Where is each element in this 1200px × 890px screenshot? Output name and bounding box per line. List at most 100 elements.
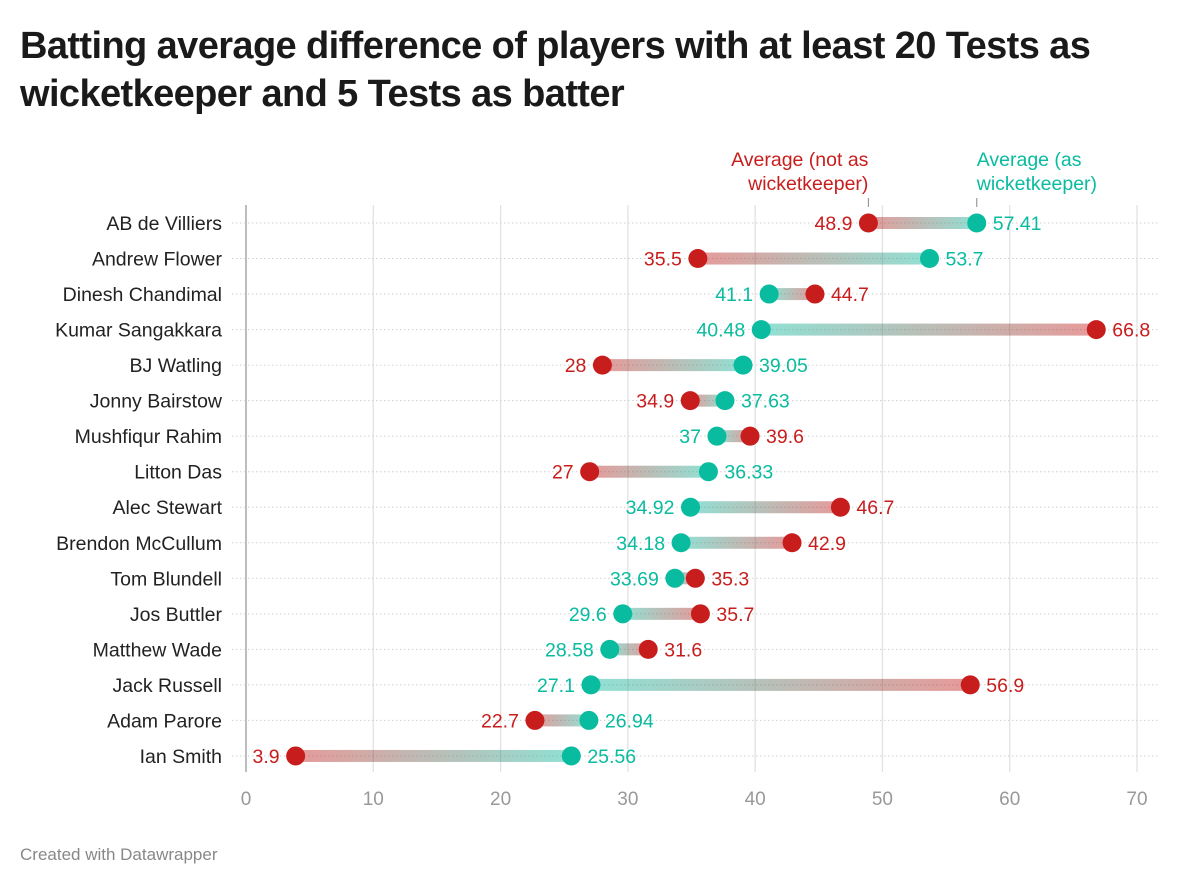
gridlines <box>245 205 1138 772</box>
value-label-wicketkeeper: 29.6 <box>569 604 607 626</box>
legend-annotation-not-wk: wicketkeeper) <box>747 173 868 195</box>
value-label-wicketkeeper: 57.41 <box>993 213 1042 235</box>
dot-not-wicketkeeper <box>805 284 825 304</box>
dot-not-wicketkeeper <box>830 497 850 517</box>
range-bar <box>534 714 589 727</box>
range-bar <box>761 323 1097 336</box>
range-bar <box>609 643 649 656</box>
range-bar <box>602 359 744 372</box>
dots <box>286 213 1106 766</box>
dot-not-wicketkeeper <box>580 462 600 482</box>
value-label-not-wicketkeeper: 44.7 <box>831 284 869 306</box>
category-label: Tom Blundell <box>110 568 222 590</box>
dot-wicketkeeper <box>671 533 691 553</box>
dot-wicketkeeper <box>579 710 599 730</box>
value-label-wicketkeeper: 26.94 <box>605 710 654 732</box>
legend-annotation-not-wk: Average (not as <box>731 149 869 171</box>
dot-not-wicketkeeper <box>690 604 710 624</box>
range-bar <box>697 252 930 265</box>
x-axis-ticks: 0 10 20 30 40 50 60 70 <box>241 789 1148 810</box>
x-tick-label: 50 <box>872 789 893 810</box>
dot-not-wicketkeeper <box>592 355 612 375</box>
value-label-wicketkeeper: 28.58 <box>545 639 594 661</box>
dot-not-wicketkeeper <box>740 426 760 446</box>
footer-credit: Created with Datawrapper <box>20 845 218 864</box>
value-label-not-wicketkeeper: 31.6 <box>664 639 702 661</box>
value-label-not-wicketkeeper: 35.5 <box>644 249 682 271</box>
range-bar <box>868 217 977 229</box>
value-label-wicketkeeper: 25.56 <box>587 746 636 768</box>
dot-wicketkeeper <box>665 568 685 588</box>
value-label-not-wicketkeeper: 66.8 <box>1112 320 1150 342</box>
dot-wicketkeeper <box>698 462 718 482</box>
dot-not-wicketkeeper <box>1086 320 1106 340</box>
value-label-not-wicketkeeper: 39.6 <box>766 426 804 448</box>
dot-wicketkeeper <box>613 604 633 624</box>
labels: AB de Villiers 48.9 57.41 Andrew Flower 35.5… <box>55 213 1150 768</box>
category-label: Dinesh Chandimal <box>63 284 222 306</box>
category-label: Adam Parore <box>107 710 222 732</box>
dot-wicketkeeper <box>759 284 779 304</box>
dot-not-wicketkeeper <box>525 710 545 730</box>
value-label-wicketkeeper: 53.7 <box>946 249 984 271</box>
value-label-wicketkeeper: 36.33 <box>724 462 773 484</box>
value-label-not-wicketkeeper: 42.9 <box>808 533 846 555</box>
value-label-wicketkeeper: 41.1 <box>715 284 753 306</box>
value-label-wicketkeeper: 34.18 <box>616 533 665 555</box>
dot-not-wicketkeeper <box>286 746 306 766</box>
value-label-wicketkeeper: 37 <box>679 426 701 448</box>
category-label: Jack Russell <box>113 675 222 697</box>
category-label: Kumar Sangakkara <box>55 320 222 342</box>
legend-annotation-wk: wicketkeeper) <box>976 173 1097 195</box>
category-label: Ian Smith <box>140 746 222 768</box>
range-bar <box>769 288 815 301</box>
dot-wicketkeeper <box>581 675 601 695</box>
category-label: AB de Villiers <box>106 213 222 235</box>
value-label-wicketkeeper: 33.69 <box>610 568 659 590</box>
range-bar <box>590 678 971 691</box>
category-label: Jos Buttler <box>130 604 223 626</box>
chart-title: Batting average difference of players wi… <box>20 25 1091 115</box>
category-label: Andrew Flower <box>92 249 223 271</box>
x-tick-label: 60 <box>999 789 1020 810</box>
legend-annotation-wk: Average (as <box>977 149 1082 171</box>
category-label: Brendon McCullum <box>56 533 222 555</box>
dot-wicketkeeper <box>707 426 727 446</box>
range-bar <box>622 607 701 620</box>
x-tick-label: 30 <box>617 789 638 810</box>
value-label-wicketkeeper: 34.92 <box>626 497 675 519</box>
dot-wicketkeeper <box>600 639 620 659</box>
x-tick-label: 10 <box>363 789 384 810</box>
value-label-not-wicketkeeper: 28 <box>565 355 587 377</box>
x-tick-label: 40 <box>745 789 766 810</box>
value-label-not-wicketkeeper: 48.9 <box>814 213 852 235</box>
dot-not-wicketkeeper <box>688 249 708 269</box>
dot-not-wicketkeeper <box>685 568 705 588</box>
value-label-wicketkeeper: 40.48 <box>696 320 745 342</box>
category-label: Mushfiqur Rahim <box>75 426 222 448</box>
value-label-not-wicketkeeper: 35.3 <box>711 568 749 590</box>
category-label: Alec Stewart <box>113 497 223 519</box>
dot-wicketkeeper <box>715 391 735 411</box>
range-bar <box>681 536 793 549</box>
dot-not-wicketkeeper <box>858 213 878 233</box>
category-label: Jonny Bairstow <box>90 391 223 413</box>
category-label: BJ Watling <box>130 355 222 377</box>
dot-wicketkeeper <box>733 355 753 375</box>
value-label-not-wicketkeeper: 46.7 <box>856 497 894 519</box>
value-label-wicketkeeper: 27.1 <box>537 675 575 697</box>
dot-not-wicketkeeper <box>960 675 980 695</box>
value-label-wicketkeeper: 37.63 <box>741 391 790 413</box>
value-label-not-wicketkeeper: 27 <box>552 462 574 484</box>
value-label-not-wicketkeeper: 3.9 <box>253 746 280 768</box>
value-label-not-wicketkeeper: 22.7 <box>481 710 519 732</box>
dot-not-wicketkeeper <box>638 639 658 659</box>
category-label: Matthew Wade <box>93 639 222 661</box>
dot-wicketkeeper <box>751 320 771 340</box>
x-tick-label: 0 <box>241 789 252 810</box>
dot-wicketkeeper <box>561 746 581 766</box>
dot-wicketkeeper <box>967 213 987 233</box>
value-label-not-wicketkeeper: 56.9 <box>986 675 1024 697</box>
